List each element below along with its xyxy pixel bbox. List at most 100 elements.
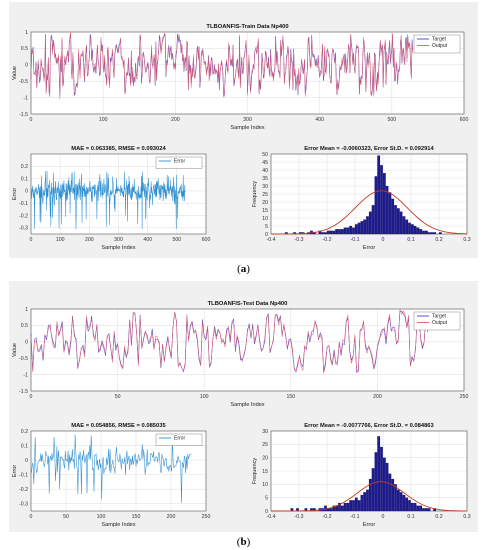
y-tick-label: -0.1 [19,472,28,478]
y-tick-label: -0.3 [19,226,28,232]
normal-fit-curve [271,190,468,235]
series-line-error [30,170,186,230]
hist-bar [329,230,333,235]
y-tick-label: 0 [25,63,28,69]
hist-bar [394,205,397,235]
hist-bar [391,198,395,235]
x-tick-label: 50 [63,514,69,520]
hist-bar [388,192,392,235]
y-tick-label: 25 [262,192,268,198]
hist-bar [394,484,397,512]
x-tick-label: -0.4 [267,237,276,243]
hist-bar [413,225,417,235]
y-tick-label: -1.5 [19,112,28,118]
hist-bar [405,497,409,512]
x-tick-label: -0.2 [323,514,332,520]
y-tick-label: 20 [262,455,268,461]
hist-bar [357,500,361,512]
y-tick-label: 5 [265,224,268,230]
x-tick-label: -0.2 [323,237,332,243]
y-tick-label: -1 [23,372,28,378]
hist-bar [385,185,389,235]
y-tick-label: -0.3 [19,502,28,508]
y-tick-label: 10 [262,216,268,222]
hist-bar [408,500,411,512]
hist-bar [343,502,347,512]
hist-bar [349,225,353,235]
hist-bar [346,227,350,235]
y-tick-label: 5 [265,495,268,501]
y-tick-label: -0.2 [19,487,28,493]
y-axis-label: Error [12,188,18,201]
hist-bar [422,508,425,512]
y-tick-label: 0 [25,340,28,346]
hist-bar [354,497,358,512]
y-tick-label: -0.5 [19,356,28,362]
legend-entry: Output [432,43,448,49]
y-tick-label: -1.5 [19,389,28,395]
y-axis-label: Value [12,66,18,80]
x-tick-label: 0.1 [407,237,414,243]
hist-bar [424,508,428,512]
y-tick-label: 30 [262,429,268,435]
x-tick-label: 0.3 [463,514,470,520]
x-axis-label: Sample Index [101,245,135,251]
y-tick-label: 45 [262,160,268,166]
legend-box [155,156,203,169]
x-axis-label: Sample Index [230,125,264,131]
hist-bar [399,492,403,512]
y-tick-label: 0 [25,189,28,195]
y-axis-label: Frequency [252,181,258,208]
chart-title: Error Mean = -0.0077766, Error St.D. = 0… [304,423,434,429]
hist-bar [396,489,400,512]
hist-bar [352,500,355,512]
x-tick-label: -0.1 [351,237,360,243]
y-tick-label: 20 [262,200,268,206]
y-tick-label: 25 [262,442,268,448]
chart-a-top: 0 100 200 300 400 500 600 -1.5 -1 -0.5 0 0.5 1 TLBOAN… [12,24,468,131]
chart-title: TLBOANFIS-Train Data Np400 [206,24,288,30]
hist-bar [427,232,431,235]
hist-bar [340,505,344,512]
hist-bar [352,227,355,235]
hist-bar [338,229,341,235]
panel-a: 0 100 200 300 400 500 600 -1.5 -1 -0.5 0 0.5 1 TLBOAN… [9,2,478,258]
x-tick-label: 250 [202,514,211,520]
chart-b-err: 0 50 100 150 200 250 -0.3 -0.2 -0.1 0 0.1 0.2 MAE = … [12,423,210,528]
x-tick-label: 500 [173,237,182,243]
x-tick-label: 200 [167,514,176,520]
x-tick-label: -0.3 [295,237,304,243]
hist-bar [430,232,434,235]
chart-title: TLBOANFIS-Test Data Np400 [208,301,288,307]
hist-bar [363,219,367,235]
panel-b-figure: 0 50 100 150 200 250-1.5-1-0.500.51TLBOANFIS-… [12,301,471,528]
plot-area [31,309,464,391]
hist-bar [318,230,322,235]
hist-bar [332,505,336,512]
x-tick-label: 300 [243,117,252,123]
legend-entry: Target [432,37,447,43]
hist-bar [368,478,372,512]
x-tick-label: 200 [85,237,94,243]
hist-bar [382,173,386,235]
x-tick-label: 400 [143,237,152,243]
legend-entry: Error [174,436,185,442]
hist-bar [388,473,392,512]
y-tick-label: 10 [262,482,268,488]
y-tick-label: -0.1 [19,201,28,207]
hist-bar [366,216,369,235]
hist-bar [366,489,369,512]
y-tick-label: -1 [23,95,28,101]
x-tick-label: 600 [460,117,469,123]
series-line-error [30,434,192,503]
legend-box [413,34,461,54]
chart-title: Error Mean = -0.0060323, Error St.D. = 0… [304,146,434,152]
hist-bar [340,229,344,235]
legend-entry: Target [432,314,447,320]
chart-b-top: 0 50 100 150 200 250 -1.5 -1 -0.5 0 0.5 1 TLBOANFIS-… [12,301,468,408]
x-tick-label: 0.2 [435,237,442,243]
hist-bar [324,232,327,235]
x-tick-label: 100 [200,394,209,400]
y-tick-label: 0.5 [21,323,28,329]
y-tick-label: 0.2 [21,164,28,170]
